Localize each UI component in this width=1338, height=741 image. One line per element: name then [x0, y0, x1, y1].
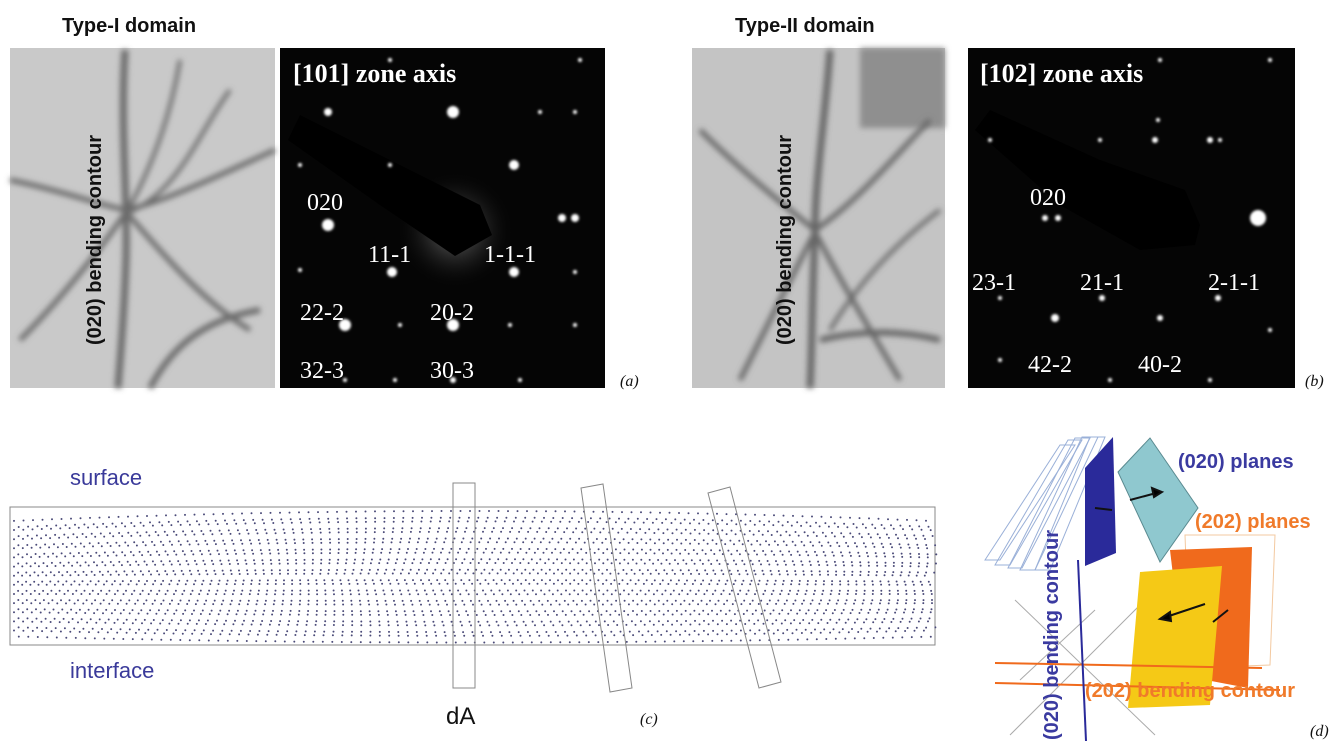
- tem-image: [10, 48, 275, 388]
- spot-label: 2-1-1: [1208, 270, 1260, 296]
- diffraction-spot: [571, 214, 579, 222]
- marker-label: dA: [446, 703, 475, 730]
- zone-axis: [101] zone axis: [293, 59, 456, 88]
- panel-label: (b): [1305, 373, 1324, 390]
- diffraction-spot: [509, 267, 519, 277]
- diffraction-spot: [508, 323, 512, 327]
- diffraction-spot: [1051, 314, 1059, 322]
- spot-label: 21-1: [1080, 270, 1124, 296]
- spot-label: 40-2: [1138, 352, 1182, 378]
- diffraction-spot: [393, 378, 397, 382]
- spot-label: 32-3: [300, 358, 344, 384]
- spot-label: 11-1: [368, 242, 411, 268]
- diffraction-spot: [988, 138, 992, 142]
- diffraction-spot: [573, 323, 577, 327]
- diffraction-spot: [298, 163, 302, 167]
- interface-label: interface: [70, 658, 154, 683]
- unit-boxes: [453, 483, 781, 692]
- plane-label: (202) planes: [1195, 511, 1311, 533]
- zone-axis: [102] zone axis: [980, 59, 1143, 88]
- diffraction-spot: [1207, 137, 1213, 143]
- diffraction-spot: [573, 110, 577, 114]
- spot-label: 020: [1030, 185, 1066, 211]
- diffraction-pattern: [280, 48, 605, 388]
- diffraction-spot: [298, 268, 302, 272]
- diffraction-spot: [1158, 58, 1162, 62]
- diffraction-spot: [447, 106, 459, 118]
- diffraction-spot: [387, 267, 397, 277]
- diffraction-spot: [322, 219, 334, 231]
- diffraction-spot: [324, 108, 332, 116]
- diffraction-spot: [1218, 138, 1222, 142]
- surface-label: surface: [70, 465, 142, 490]
- diffraction-spot: [1268, 58, 1272, 62]
- tem-image: [692, 48, 945, 388]
- panel-title: Type-I domain: [62, 15, 196, 37]
- panel-label: (d): [1310, 723, 1329, 740]
- diffraction-spot: [1156, 118, 1160, 122]
- image-label: (020) bending contour: [84, 135, 106, 345]
- diffraction-spot: [1208, 378, 1212, 382]
- diffraction-spot: [998, 296, 1002, 300]
- diffraction-spot: [509, 160, 519, 170]
- spot-label: 23-1: [972, 270, 1016, 296]
- crystal-box: [10, 507, 935, 645]
- diffraction-spot: [1250, 210, 1266, 226]
- panel-label: (a): [620, 373, 639, 390]
- diffraction-spot: [1042, 215, 1048, 221]
- diffraction-spot: [388, 163, 392, 167]
- figure: Type-I domain (020) bending contour [101…: [0, 0, 1338, 741]
- diffraction-spot: [1268, 328, 1272, 332]
- diffraction-spot: [398, 323, 402, 327]
- diffraction-spot: [518, 378, 522, 382]
- spot-label: 20-2: [430, 300, 474, 326]
- diffraction-spot: [1152, 137, 1158, 143]
- diffraction-spot: [538, 110, 542, 114]
- image-label: (020) bending contour: [774, 135, 796, 345]
- diffraction-spot: [1157, 315, 1163, 321]
- diffraction-spot: [1098, 138, 1102, 142]
- spot-label: 1-1-1: [484, 242, 536, 268]
- diffraction-spot: [573, 270, 577, 274]
- panel-label: (c): [640, 711, 658, 728]
- diffraction-spot: [1055, 215, 1061, 221]
- diffraction-pattern: [968, 48, 1295, 388]
- spot-label: 42-2: [1028, 352, 1072, 378]
- diffraction-spot: [558, 214, 566, 222]
- spot-label: 30-3: [430, 358, 474, 384]
- diffraction-spot: [1108, 378, 1112, 382]
- contour-label: (020) bending contour: [1041, 530, 1063, 740]
- panel-title: Type-II domain: [735, 15, 875, 37]
- spot-label: 020: [307, 190, 343, 216]
- plane-label: (020) planes: [1178, 451, 1294, 473]
- contour-label: (202) bending contour: [1085, 680, 1295, 702]
- diffraction-spot: [998, 358, 1002, 362]
- diffraction-spot: [578, 58, 582, 62]
- spot-label: 22-2: [300, 300, 344, 326]
